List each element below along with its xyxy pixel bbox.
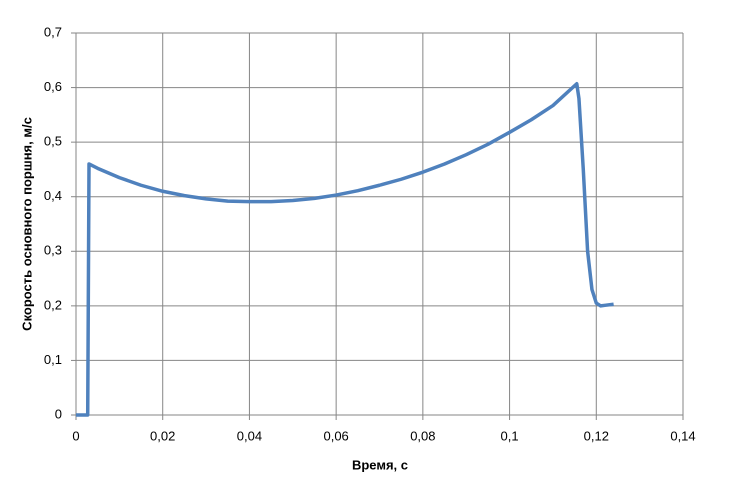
x-axis-title: Время, с [352, 457, 408, 472]
y-tick-label: 0,7 [44, 24, 62, 39]
y-tick-label: 0 [55, 406, 62, 421]
x-tick-label: 0,08 [410, 428, 435, 443]
y-tick-label: 0,1 [44, 352, 62, 367]
x-tick-label: 0,02 [150, 428, 175, 443]
y-tick-label: 0,6 [44, 79, 62, 94]
x-tick-label: 0 [72, 428, 79, 443]
y-axis-title: Скорость основного поршня, м/с [19, 117, 34, 331]
x-tick-label: 0,06 [323, 428, 348, 443]
y-tick-label: 0,3 [44, 243, 62, 258]
y-tick-label: 0,5 [44, 134, 62, 149]
x-tick-label: 0,1 [501, 428, 519, 443]
x-tick-label: 0,14 [670, 428, 695, 443]
x-tick-label: 0,12 [584, 428, 609, 443]
y-tick-label: 0,4 [44, 188, 62, 203]
line-series [76, 82, 614, 417]
x-tick-label: 0,04 [237, 428, 262, 443]
y-tick-label: 0,2 [44, 297, 62, 312]
